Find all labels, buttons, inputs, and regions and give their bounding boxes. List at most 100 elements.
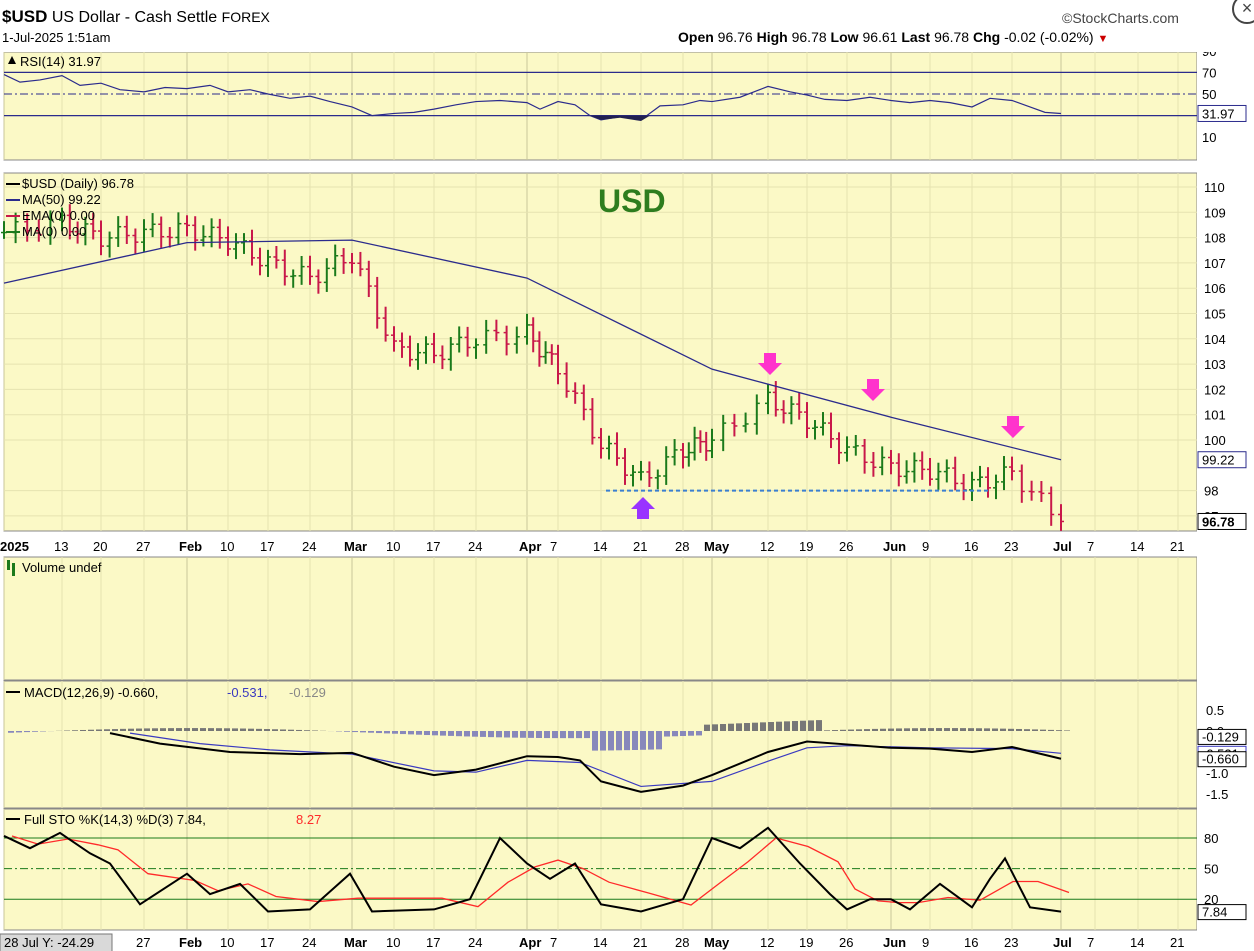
date-label: 21 — [1170, 539, 1184, 554]
macd-hist-bar — [728, 723, 734, 731]
sto-d-label: 8.27 — [296, 812, 321, 827]
macd-hist-bar — [440, 731, 446, 736]
macd-hist-bar — [512, 731, 518, 738]
macd-hist-bar — [456, 731, 462, 737]
macd-hist-bar — [552, 731, 558, 739]
price-tick-label: 109 — [1204, 205, 1226, 220]
date-label-bottom: Jul — [1053, 935, 1072, 950]
date-label-bottom: 19 — [799, 935, 813, 950]
date-label: 21 — [633, 539, 647, 554]
macd-hist-bar — [1008, 728, 1014, 731]
sto-last-value: 7.84 — [1202, 905, 1227, 920]
macd-hist-bar — [224, 728, 230, 731]
macd-hist-bar — [80, 729, 86, 731]
macd-hist-bar — [696, 731, 702, 736]
date-label: Mar — [344, 539, 367, 554]
close-icon[interactable]: × — [1232, 0, 1254, 24]
down-arrow-icon: ▼ — [1097, 33, 1109, 45]
crosshair-readout: 28 Jul Y: -24.29 — [4, 935, 94, 950]
right-axis-strip — [1197, 52, 1254, 951]
date-label-bottom: 14 — [1130, 935, 1144, 950]
macd-hist-bar — [176, 728, 182, 731]
rsi-last-flag — [1197, 104, 1247, 122]
macd-hist-bar — [368, 731, 374, 733]
date-label: 16 — [964, 539, 978, 554]
date-label: 10 — [386, 539, 400, 554]
date-label: 7 — [550, 539, 557, 554]
macd-hist-bar — [200, 728, 206, 731]
macd-tick-label: -1.5 — [1206, 787, 1228, 802]
date-label-bottom: 28 — [675, 935, 689, 950]
macd-hist-bar — [680, 731, 686, 737]
open-value: 96.76 — [717, 29, 753, 45]
macd-hist-bar — [560, 731, 566, 739]
macd-hist-bar — [8, 731, 14, 733]
date-label-bottom: 10 — [220, 935, 234, 950]
timestamp: 1-Jul-2025 1:51am — [2, 30, 111, 45]
ma50-line — [3, 239, 1062, 461]
macd-hist-bar — [792, 721, 798, 731]
macd-hist-bar — [888, 728, 894, 731]
macd-hist-bar — [24, 731, 30, 733]
macd-hist-bar — [544, 731, 550, 739]
macd-hist-bar — [280, 729, 286, 731]
rsi-line — [3, 74, 1062, 121]
macd-hist-bar — [768, 722, 774, 731]
macd-hist-bar — [968, 728, 974, 731]
macd-hist-bar — [232, 728, 238, 731]
macd-hist-bar — [896, 728, 902, 731]
macd-hist-bar — [272, 729, 278, 731]
sto-tick-label: 50 — [1204, 862, 1218, 877]
high-label: High — [756, 29, 788, 45]
macd-hist-bar — [584, 731, 590, 739]
sell-arrow-icon — [861, 379, 885, 401]
macd-hist-bar — [992, 728, 998, 731]
date-label-bottom: Mar — [344, 935, 367, 950]
macd-hist-bar — [920, 728, 926, 731]
macd-flag-value: -0.129 — [1202, 729, 1239, 744]
macd-hist-bar — [672, 731, 678, 737]
date-label: 2025 — [0, 539, 29, 554]
macd-hist-bar — [816, 720, 822, 731]
macd-hist-bar — [72, 730, 78, 731]
macd-hist-bar — [120, 728, 126, 731]
macd-hist-bar — [88, 729, 94, 731]
rsi-oversold-fill — [590, 115, 650, 121]
brand-watermark: ©StockCharts.com — [1062, 10, 1179, 26]
macd-tick-label: 0.5 — [1206, 703, 1224, 718]
ohlc-readout: Open 96.76 High 96.78 Low 96.61 Last 96.… — [678, 29, 1108, 45]
exchange: FOREX — [221, 9, 270, 25]
macd-hist-bar — [904, 728, 910, 731]
date-label-bottom: 21 — [633, 935, 647, 950]
macd-hist-bar — [472, 731, 478, 737]
symbol: $USD — [2, 7, 48, 26]
macd-hist-bar — [1048, 729, 1054, 731]
macd-flag — [1197, 728, 1247, 745]
rsi-tick-label: 70 — [1202, 65, 1216, 80]
macd-hist-bar — [192, 728, 198, 731]
macd-hist-bar — [184, 728, 190, 731]
date-label: Jun — [883, 539, 906, 554]
date-label-bottom: 24 — [302, 935, 316, 950]
price-tick-label: 103 — [1204, 357, 1226, 372]
macd-hist-bar — [744, 723, 750, 731]
ma-last-flag — [1197, 451, 1247, 469]
date-label: 9 — [922, 539, 929, 554]
price-tick-label: 110 — [1204, 180, 1225, 195]
macd-hist-bar — [264, 729, 270, 731]
macd-hist-bar — [872, 728, 878, 731]
macd-hist-bar — [208, 728, 214, 731]
last-value: 96.78 — [934, 29, 970, 45]
macd-hist-bar — [1040, 729, 1046, 731]
date-label-bottom: 7 — [550, 935, 557, 950]
date-label: 14 — [1130, 539, 1144, 554]
date-label-bottom: 9 — [922, 935, 929, 950]
ma-last-value: 99.22 — [1202, 453, 1235, 468]
volume-icon — [7, 560, 10, 570]
price-tick-label: 104 — [1204, 332, 1226, 347]
date-label-bottom: 26 — [839, 935, 853, 950]
macd-hist-bar — [568, 731, 574, 739]
price-tick-label: 108 — [1204, 231, 1226, 246]
date-label: 28 — [675, 539, 689, 554]
date-label-bottom: May — [704, 935, 730, 950]
